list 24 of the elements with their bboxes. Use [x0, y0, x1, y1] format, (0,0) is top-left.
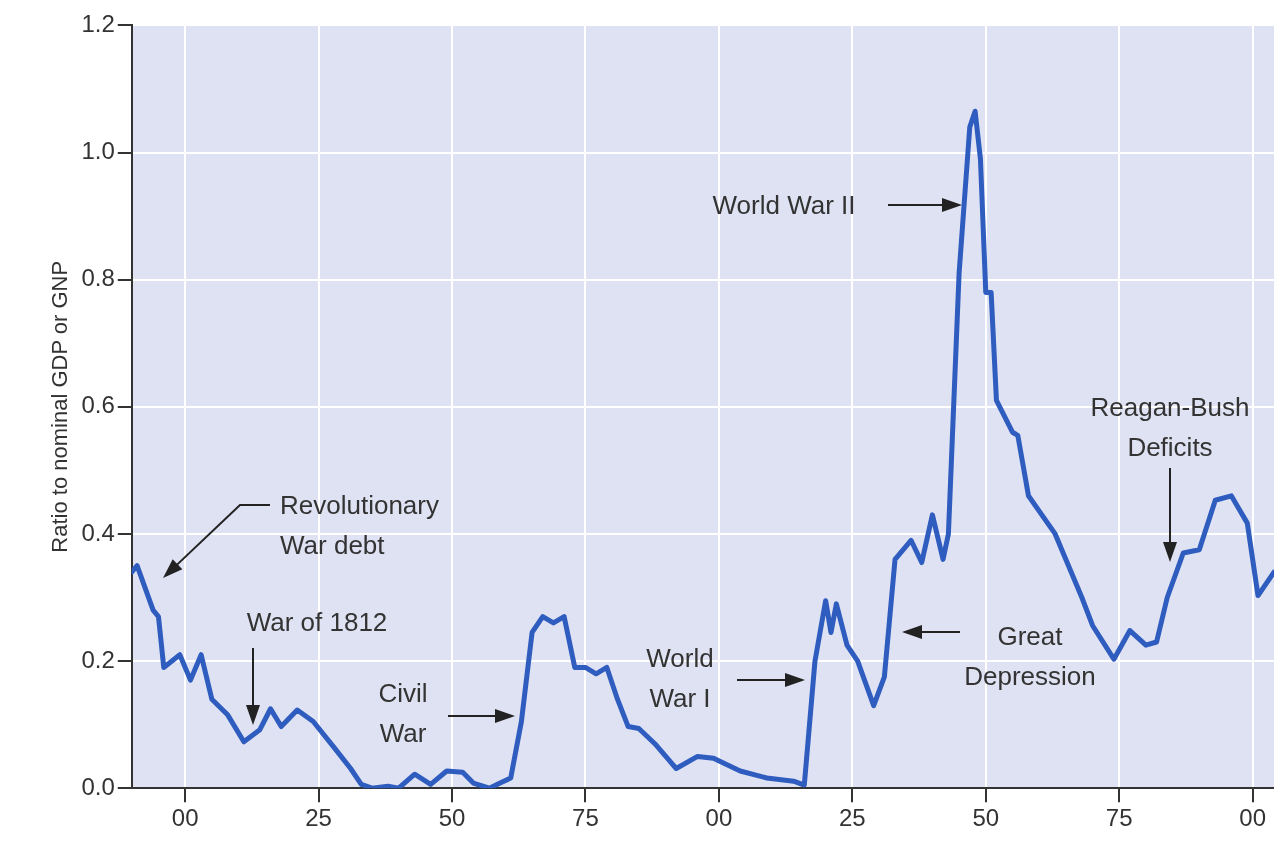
x-tick-label: 50: [972, 804, 1000, 832]
x-tick-label: 00: [171, 804, 199, 832]
y-tick-label: 0.0: [81, 772, 115, 800]
x-tick-label: 00: [705, 804, 733, 832]
annotation: Great Depression: [964, 620, 1096, 693]
y-axis-title: Ratio to nominal GDP or GNP: [47, 260, 73, 553]
annotation: World War II: [712, 189, 856, 222]
y-tick-label: 0.4: [81, 518, 115, 546]
annotation: World War I: [646, 642, 714, 715]
x-tick-label: 50: [438, 804, 466, 832]
y-tick-label: 0.6: [81, 391, 115, 419]
x-tick-label: 75: [1105, 804, 1133, 832]
y-tick-label: 0.2: [81, 645, 115, 673]
x-tick-label: 25: [838, 804, 866, 832]
y-tick-label: 1.0: [81, 137, 115, 165]
annotation: War of 1812: [246, 606, 388, 639]
y-tick-label: 0.8: [81, 264, 115, 292]
x-tick-label: 25: [305, 804, 332, 832]
y-tick-label: 1.2: [81, 10, 115, 38]
annotation: Revolutionary War debt: [280, 489, 439, 562]
annotation: Civil War: [378, 677, 428, 750]
x-tick-label: 00: [1239, 804, 1266, 832]
x-tick-label: 75: [572, 804, 599, 832]
annotation: Reagan-Bush Deficits: [1090, 391, 1250, 464]
